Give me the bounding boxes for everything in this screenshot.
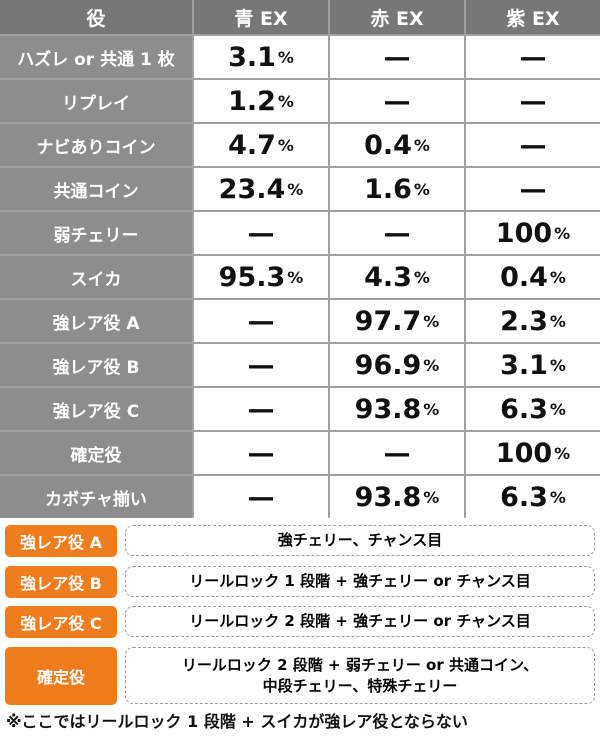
table: 役青 EX 赤 EX 紫 EX ハズレ or 共通 1 枚 3.1% — — リプレイ 1.2%… [0, 0, 600, 518]
legend-label: 強レア役 B [5, 566, 117, 598]
row-label: 強レア役 C [0, 388, 192, 430]
row-label: ハズレ or 共通 1 枚 [0, 36, 192, 78]
legend-text: 強チェリー、チャンス目 [125, 525, 595, 556]
legend-label: 強レア役 A [5, 525, 117, 557]
value-cell: 2.3% [466, 300, 600, 342]
row-label: 弱チェリー [0, 212, 192, 254]
legend-text: リールロック 2 段階 + 強チェリー or チャンス目 [125, 606, 595, 637]
value-cell: 4.7% [194, 124, 328, 166]
value-cell: — [330, 80, 464, 122]
value-cell: — [194, 432, 328, 474]
value-cell: — [466, 80, 600, 122]
value-cell: — [330, 212, 464, 254]
value-cell: 3.1% [466, 344, 600, 386]
value-cell: 6.3% [466, 388, 600, 430]
row-label: 強レア役 A [0, 300, 192, 342]
value-cell: 1.2% [194, 80, 328, 122]
row-label: ナビありコイン [0, 124, 192, 166]
value-cell: — [330, 432, 464, 474]
legend-text: リールロック 2 段階 + 弱チェリー or 共通コイン、 中段チェリー、特殊チ… [125, 647, 595, 704]
value-cell: — [466, 168, 600, 210]
value-cell: 93.8% [330, 388, 464, 430]
legend-row: 強レア役 B リールロック 1 段階 + 強チェリー or チャンス目 [5, 566, 595, 598]
header-cell: 青 EX [194, 0, 328, 34]
value-cell: 3.1% [194, 36, 328, 78]
value-cell: 6.3% [466, 476, 600, 518]
value-cell: — [194, 344, 328, 386]
header-cell: 紫 EX [466, 0, 600, 34]
legend-label: 確定役 [5, 647, 117, 705]
value-cell: — [466, 124, 600, 166]
legend-text: リールロック 1 段階 + 強チェリー or チャンス目 [125, 566, 595, 597]
row-label: リプレイ [0, 80, 192, 122]
footnote: ※ここではリールロック 1 段階 + スイカが強レア役とならない [6, 712, 468, 731]
value-cell: 93.8% [330, 476, 464, 518]
value-cell: — [330, 36, 464, 78]
row-label: 共通コイン [0, 168, 192, 210]
legend-row: 確定役 リールロック 2 段階 + 弱チェリー or 共通コイン、 中段チェリー、… [5, 647, 595, 705]
value-cell: 23.4% [194, 168, 328, 210]
value-cell: 1.6% [330, 168, 464, 210]
value-cell: 100% [466, 432, 600, 474]
value-cell: 100% [466, 212, 600, 254]
header-cell: 役 [0, 0, 192, 34]
header-cell: 赤 EX [330, 0, 464, 34]
value-cell: — [194, 476, 328, 518]
row-label: 強レア役 B [0, 344, 192, 386]
value-cell: 95.3% [194, 256, 328, 298]
value-cell: — [194, 212, 328, 254]
legend-row: 強レア役 C リールロック 2 段階 + 強チェリー or チャンス目 [5, 606, 595, 638]
value-cell: 97.7% [330, 300, 464, 342]
value-cell: 0.4% [466, 256, 600, 298]
row-label: カボチャ揃い [0, 476, 192, 518]
legend-row: 強レア役 A 強チェリー、チャンス目 [5, 525, 595, 557]
row-label: スイカ [0, 256, 192, 298]
value-cell: — [194, 300, 328, 342]
value-cell: — [466, 36, 600, 78]
row-label: 確定役 [0, 432, 192, 474]
value-cell: 0.4% [330, 124, 464, 166]
value-cell: 96.9% [330, 344, 464, 386]
value-cell: — [194, 388, 328, 430]
legend-label: 強レア役 C [5, 606, 117, 638]
value-cell: 4.3% [330, 256, 464, 298]
